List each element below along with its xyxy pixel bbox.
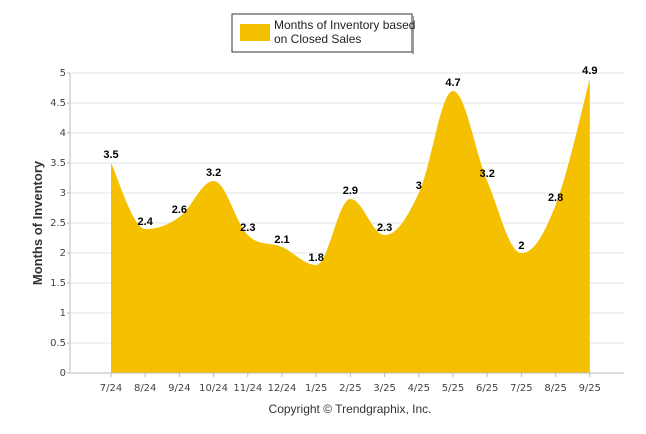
y-tick-label: 4.5 [50, 98, 66, 109]
legend-swatch [240, 24, 270, 41]
data-label: 2.4 [138, 216, 154, 228]
x-tick-label: 7/25 [510, 383, 532, 394]
series-area-fill[interactable] [111, 79, 590, 373]
legend-frame-shadow [412, 16, 414, 54]
x-tick-label: 5/25 [442, 383, 464, 394]
y-axis-tick-labels: 0 0.5 1 1.5 2 2.5 3 3.5 4 4.5 5 [50, 68, 66, 379]
data-label: 4.7 [445, 77, 460, 89]
x-tick-label: 11/24 [233, 383, 262, 394]
x-tick-label: 2/25 [339, 383, 361, 394]
y-tick-label: 0 [60, 368, 66, 379]
data-label: 2.3 [240, 222, 255, 234]
y-tick-label: 3 [60, 188, 66, 199]
y-tick-label: 2 [60, 248, 66, 259]
data-label: 2.1 [274, 234, 289, 246]
data-label: 3.5 [103, 149, 118, 161]
legend[interactable]: Months of Inventory based on Closed Sale… [231, 13, 415, 54]
y-tick-label: 0.5 [50, 338, 66, 349]
x-tick-label: 1/25 [305, 383, 327, 394]
y-tick-label: 2.5 [50, 218, 66, 229]
x-tick-label: 9/24 [168, 383, 190, 394]
data-label: 2.9 [343, 185, 358, 197]
x-axis-tick-labels: 7/24 8/24 9/24 10/24 11/24 12/24 1/25 2/25 3/25 4… [100, 373, 601, 394]
copyright-credit: Copyright © Trendgraphix, Inc. [269, 402, 432, 416]
x-tick-label: 12/24 [268, 383, 297, 394]
y-axis-title: Months of Inventory [30, 160, 45, 285]
legend-label-line2: on Closed Sales [274, 32, 361, 46]
data-label: 1.8 [309, 252, 324, 264]
y-tick-label: 5 [60, 68, 66, 79]
x-tick-label: 4/25 [408, 383, 430, 394]
data-label: 2 [518, 240, 524, 252]
x-tick-label: 9/25 [579, 383, 601, 394]
y-tick-label: 4 [60, 128, 66, 139]
y-tick-label: 1.5 [50, 278, 66, 289]
x-tick-label: 7/24 [100, 383, 122, 394]
x-tick-label: 6/25 [476, 383, 498, 394]
data-label: 3.2 [480, 168, 495, 180]
data-label: 3.2 [206, 167, 221, 179]
x-tick-label: 8/25 [544, 383, 566, 394]
data-label: 2.3 [377, 222, 392, 234]
data-label: 3 [416, 180, 422, 192]
x-tick-label: 10/24 [199, 383, 228, 394]
x-tick-label: 8/24 [134, 383, 156, 394]
y-tick-label: 1 [60, 308, 66, 319]
data-label: 2.8 [548, 192, 563, 204]
data-labels: 3.5 2.4 2.6 3.2 2.3 2.1 1.8 2.9 2.3 3 4.7 3.2 2 2.8 4.… [103, 65, 597, 264]
series-area [111, 79, 590, 373]
legend-label-line1: Months of Inventory based [274, 18, 415, 32]
y-tick-label: 3.5 [50, 158, 66, 169]
x-tick-label: 3/25 [373, 383, 395, 394]
axes [67, 72, 624, 374]
data-label: 2.6 [172, 204, 187, 216]
data-label: 4.9 [582, 65, 597, 77]
